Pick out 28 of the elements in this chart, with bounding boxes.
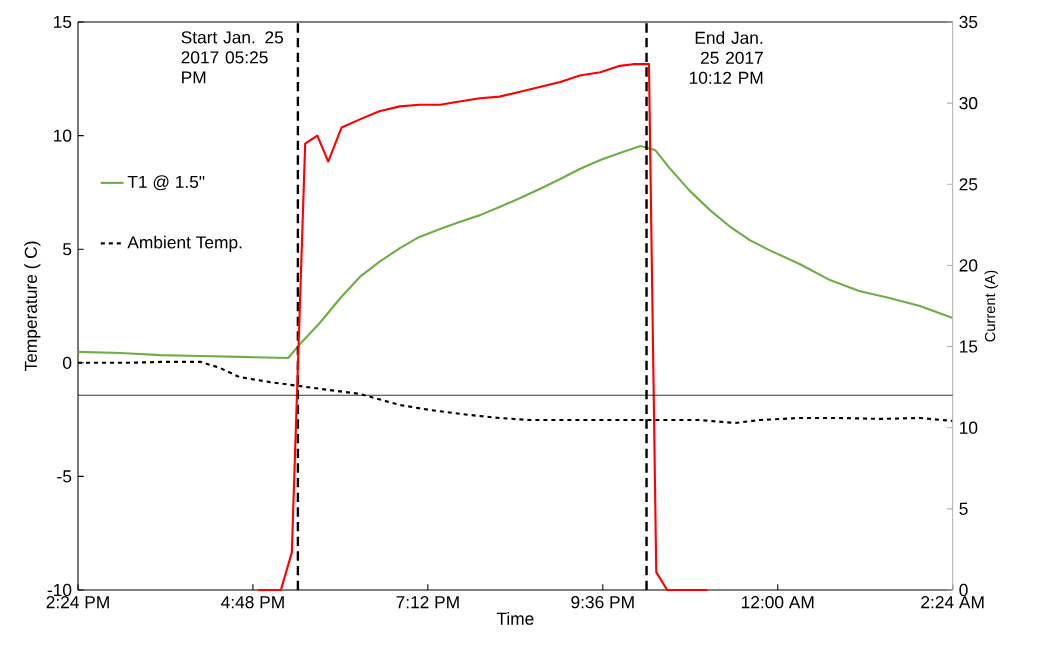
y2-axis-title: Current (A) <box>984 270 999 342</box>
legend-label: T1 @ 1.5" <box>127 175 205 191</box>
ref-line-label: Start Jan. 25 2017 05:25 PM <box>181 31 284 84</box>
y2-tick-label: 20 <box>959 259 978 272</box>
y2-tick-label: 15 <box>960 340 978 353</box>
x-axis-title: Time <box>496 612 534 626</box>
x-tick-label: 7:12 PM <box>396 596 459 609</box>
y2-tick-label: 0 <box>959 584 968 597</box>
x-tick-label: 4:48 PM <box>221 596 284 609</box>
y-tick-label: -10 <box>47 584 72 597</box>
line-series <box>76 145 954 360</box>
x-tick-label: 9:36 PM <box>571 596 634 609</box>
y2-tick-label: 30 <box>959 97 978 110</box>
x-tick-label: 2:24 AM <box>921 596 984 609</box>
y-tick-label: 5 <box>63 243 72 256</box>
y2-tick-label: 5 <box>959 502 968 516</box>
y2-tick-label: 35 <box>959 16 978 29</box>
ref-line-label: End Jan. 25 2017 10:12 PM <box>689 31 763 85</box>
x-tick-label: 12:00 AM <box>741 596 814 609</box>
y2-tick-label: 10 <box>960 421 978 435</box>
y-tick-label: 10 <box>54 129 72 142</box>
x-tick-label: 2:24 PM <box>46 596 109 609</box>
y-tick-label: 15 <box>54 16 72 29</box>
y-axis-title: Temperature ( C) <box>24 241 41 372</box>
y-tick-label: 0 <box>62 356 72 370</box>
y2-tick-label: 25 <box>959 178 978 191</box>
legend-label: Ambient Temp. <box>127 235 242 253</box>
y-tick-label: -5 <box>57 470 72 483</box>
